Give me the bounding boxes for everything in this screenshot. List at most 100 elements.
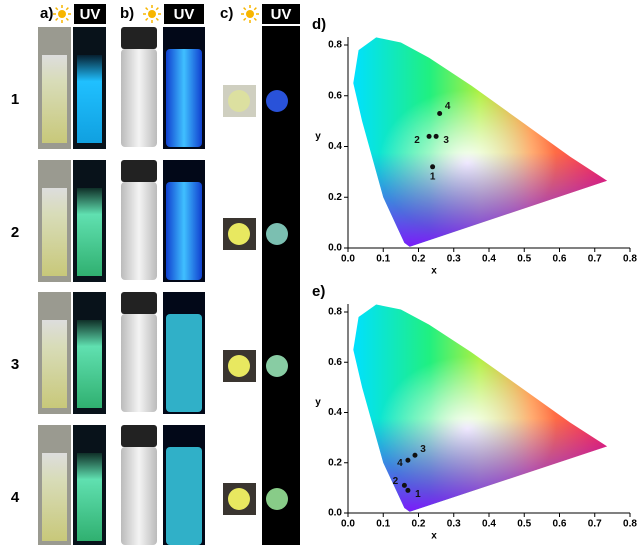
x-axis-label: x	[431, 266, 437, 277]
gamut	[353, 304, 607, 511]
x-tick-label: 0.0	[341, 519, 355, 530]
powder	[266, 488, 288, 510]
cuvette	[77, 320, 102, 408]
row-label: 1	[11, 91, 19, 108]
sun-icon	[148, 10, 156, 18]
powder	[266, 90, 288, 112]
sun-ray	[146, 8, 148, 10]
photos	[38, 5, 300, 545]
y-tick-label: 0.8	[328, 40, 342, 51]
x-tick-label: 0.6	[553, 254, 567, 265]
powder	[228, 90, 250, 112]
x-tick-label: 0.1	[376, 519, 390, 530]
x-tick-label: 0.7	[588, 519, 602, 530]
y-tick-label: 0.6	[328, 90, 342, 101]
cuvette	[42, 453, 67, 541]
y-tick-label: 0.0	[328, 508, 342, 519]
sun-ray	[244, 18, 246, 20]
sun-ray	[56, 18, 58, 20]
powder	[228, 355, 250, 377]
sun-ray	[156, 18, 158, 20]
vial	[166, 447, 202, 545]
x-tick-label: 0.5	[517, 254, 531, 265]
gamut	[353, 37, 607, 246]
x-tick-label: 0.8	[623, 519, 637, 530]
powder	[266, 355, 288, 377]
cuvette	[42, 320, 67, 408]
point-label: 4	[397, 458, 403, 469]
y-tick-label: 0.4	[328, 407, 342, 418]
point-label: 2	[414, 135, 420, 146]
vial	[121, 447, 157, 545]
cuvette	[42, 188, 67, 276]
vial	[166, 182, 202, 280]
point	[402, 483, 407, 488]
point	[412, 453, 417, 458]
x-tick-label: 0.3	[447, 254, 461, 265]
vial	[166, 49, 202, 147]
panel-label: c)	[220, 5, 233, 22]
y-tick-label: 0.8	[328, 307, 342, 318]
point	[405, 458, 410, 463]
figure: a) b) c) UV UV UV 12340.00.10.20.30.40.5…	[0, 0, 641, 545]
row-label: 2	[11, 224, 19, 241]
x-tick-label: 0.8	[623, 254, 637, 265]
vial	[166, 314, 202, 412]
x-tick-label: 0.0	[341, 254, 355, 265]
row-label: 4	[11, 489, 20, 506]
sun-ray	[156, 8, 158, 10]
cap	[121, 425, 157, 447]
cuvette	[77, 453, 102, 541]
sun-ray	[56, 8, 58, 10]
y-tick-label: 0.4	[328, 141, 342, 152]
cap	[121, 27, 157, 49]
point-label: 4	[445, 101, 451, 112]
point-label: 2	[393, 476, 399, 487]
cap	[121, 292, 157, 314]
uv-label: UV	[174, 6, 195, 23]
y-tick-label: 0.0	[328, 243, 342, 254]
y-axis-label: y	[315, 397, 321, 408]
x-tick-label: 0.2	[412, 254, 426, 265]
x-tick-label: 0.4	[482, 519, 496, 530]
y-tick-label: 0.2	[328, 192, 342, 203]
sun-ray	[244, 8, 246, 10]
powder	[228, 488, 250, 510]
y-tick-label: 0.2	[328, 457, 342, 468]
point	[434, 134, 439, 139]
cuvette	[77, 55, 102, 143]
x-tick-label: 0.7	[588, 254, 602, 265]
sun-icon	[58, 10, 66, 18]
y-axis-label: y	[315, 131, 321, 142]
cuvette	[77, 188, 102, 276]
x-tick-label: 0.4	[482, 254, 496, 265]
chart-title: d)	[312, 16, 326, 33]
chart-title: e)	[312, 283, 325, 300]
point-label: 3	[443, 135, 449, 146]
x-tick-label: 0.1	[376, 254, 390, 265]
x-tick-label: 0.5	[517, 519, 531, 530]
point	[437, 111, 442, 116]
point-label: 1	[415, 489, 421, 500]
y-tick-label: 0.6	[328, 357, 342, 368]
point	[427, 134, 432, 139]
x-tick-label: 0.3	[447, 519, 461, 530]
powder	[228, 223, 250, 245]
vial	[121, 49, 157, 147]
sun-ray	[66, 8, 68, 10]
row-label: 3	[11, 356, 19, 373]
sun-ray	[146, 18, 148, 20]
sun-ray	[254, 18, 256, 20]
point-label: 1	[430, 171, 436, 182]
panel-label: a)	[40, 5, 53, 22]
uv-label: UV	[80, 6, 101, 23]
x-tick-label: 0.2	[412, 519, 426, 530]
point	[405, 488, 410, 493]
point	[430, 164, 435, 169]
x-axis-label: x	[431, 531, 437, 542]
sun-icon	[246, 10, 254, 18]
cuvette	[42, 55, 67, 143]
powder	[266, 223, 288, 245]
x-tick-label: 0.6	[553, 519, 567, 530]
cap	[121, 160, 157, 182]
